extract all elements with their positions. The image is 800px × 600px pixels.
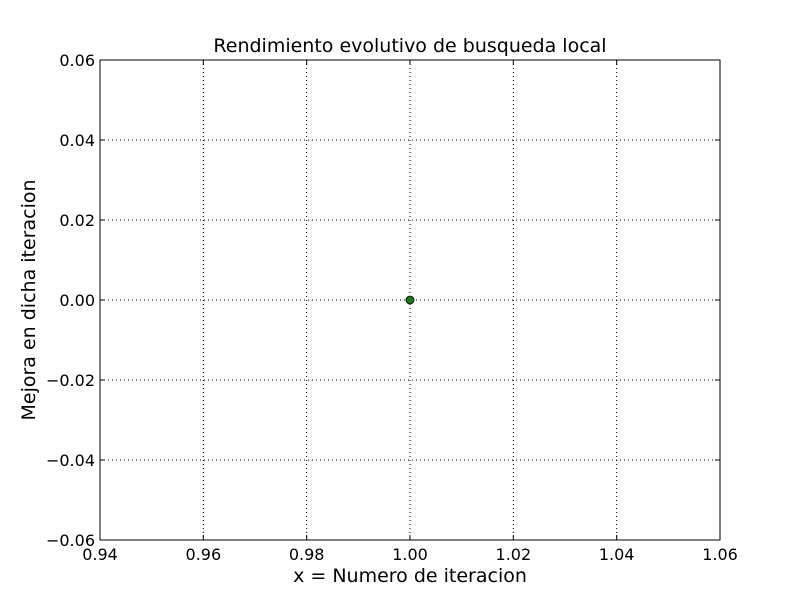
y-tick-label: 0.06 [59, 51, 95, 70]
data-point [405, 295, 415, 305]
y-tick-label: −0.04 [46, 451, 95, 470]
x-tick-label: 1.06 [702, 545, 738, 564]
grid [100, 60, 720, 540]
y-axis-label: Mejora en dicha iteracion [18, 179, 40, 420]
y-tick-label: −0.02 [46, 371, 95, 390]
x-tick-label: 1.04 [599, 545, 635, 564]
y-tick-label: 0.02 [59, 211, 95, 230]
x-tick-label: 0.96 [186, 545, 222, 564]
x-axis-label: x = Numero de iteracion [293, 565, 527, 587]
y-tick-label: 0.00 [59, 291, 95, 310]
y-tick-label: 0.04 [59, 131, 95, 150]
x-axis: 0.94 0.96 0.98 1.00 1.02 1.04 1.06 [82, 60, 738, 564]
y-axis: 0.06 0.04 0.02 0.00 −0.02 −0.04 −0.06 [46, 51, 720, 550]
x-tick-label: 0.98 [289, 545, 325, 564]
x-tick-label: 1.02 [496, 545, 532, 564]
data-points [405, 295, 415, 305]
y-tick-label: −0.06 [46, 531, 95, 550]
x-tick-label: 1.00 [392, 545, 428, 564]
plot-frame [99, 59, 721, 541]
chart-title: Rendimiento evolutivo de busqueda local [213, 35, 606, 57]
x-tick-label: 0.94 [82, 545, 118, 564]
